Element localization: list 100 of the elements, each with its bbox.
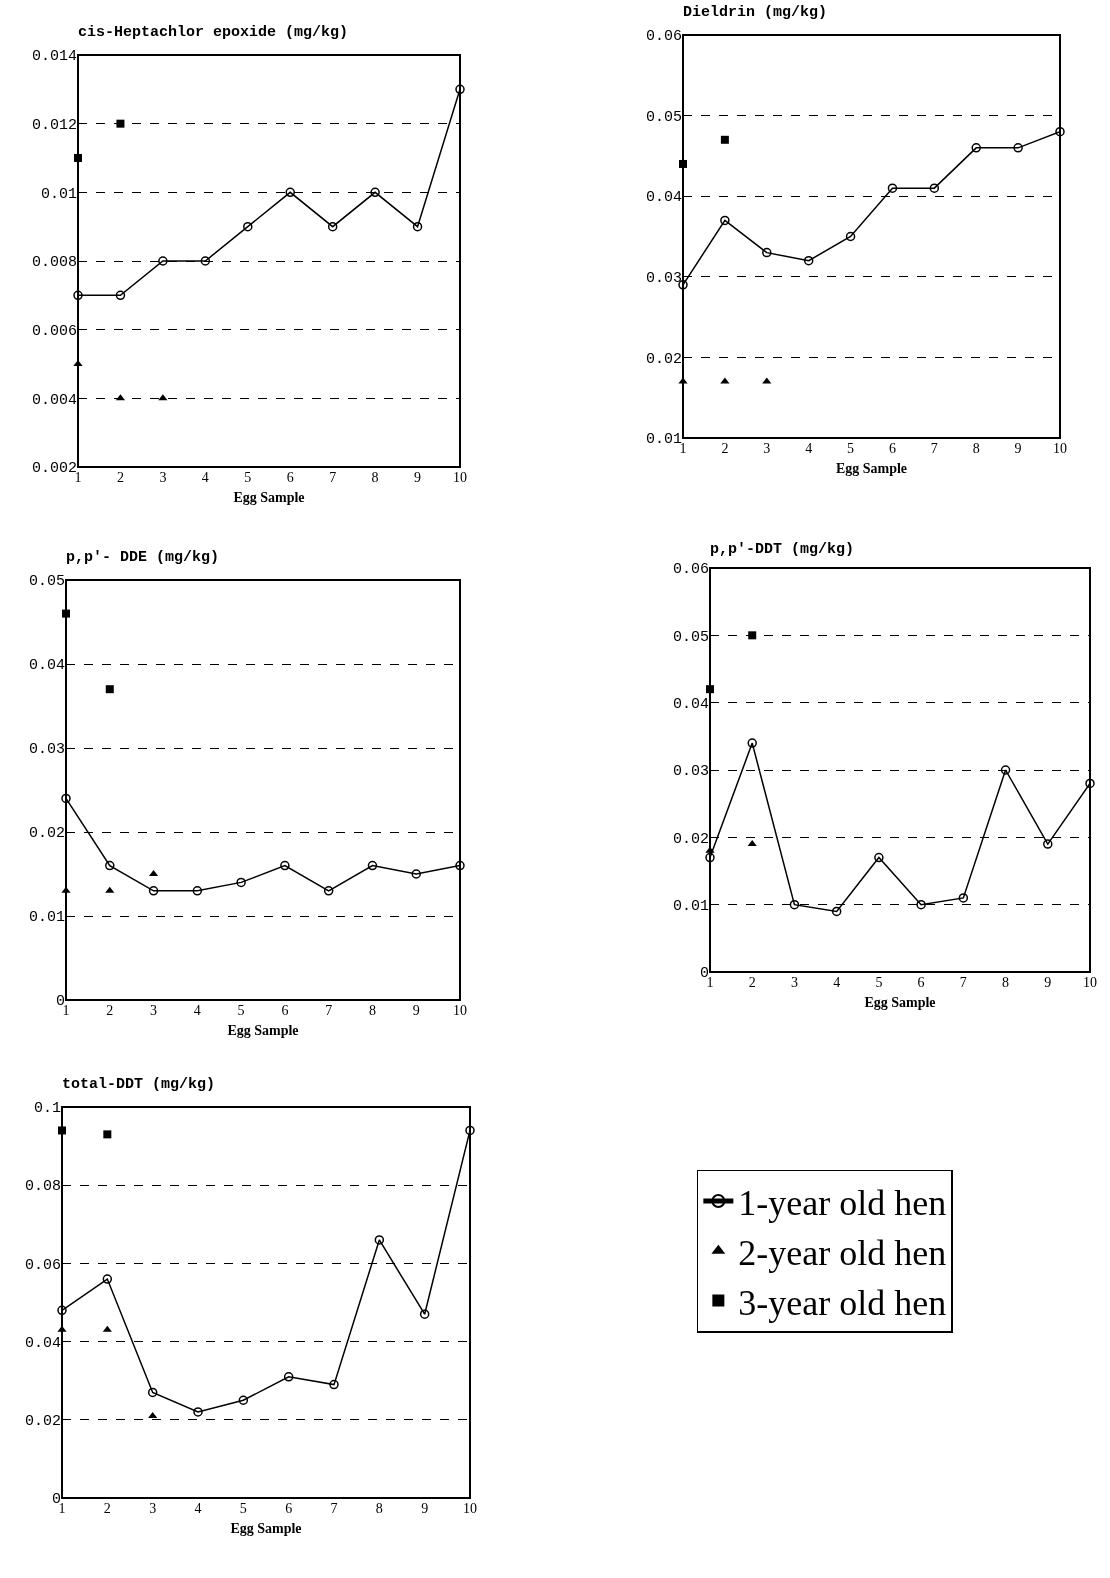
point [1055,126,1065,137]
point [831,906,842,917]
point [148,886,159,896]
point [105,860,115,871]
point [762,247,772,258]
point [412,221,423,232]
x-tick-label: 6 [888,441,896,456]
point [327,221,338,232]
x-tick-label: 9 [414,470,422,485]
x-axis-title: Egg Sample [835,461,908,477]
point [102,1325,112,1332]
x-tick-label: 6 [286,470,294,485]
x-tick-label: 8 [375,1501,383,1516]
x-tick-label: 6 [917,975,925,990]
point [705,852,715,863]
point [803,255,814,266]
y-tick-label: 0.02 [24,1413,61,1431]
point [1013,143,1023,153]
x-axis-title: Egg Sample [233,490,305,506]
x-tick-label: 7 [329,470,337,485]
point [148,1411,158,1418]
point [971,143,981,153]
point [678,280,688,290]
point [192,886,203,896]
point [238,1395,249,1405]
x-tick-label: 10 [453,1003,467,1018]
point [1000,765,1011,775]
point [105,685,114,694]
point [200,256,211,266]
point [916,899,926,910]
y-tick-label: 0.03 [28,741,65,759]
x-tick-label: 5 [239,1501,247,1516]
x-tick-label: 3 [159,470,167,485]
x-tick-label: 3 [150,1003,158,1018]
point [236,877,246,888]
y-tick-label: 0.1 [33,1100,61,1118]
point [747,738,757,748]
y-tick-label: 0.01 [672,897,709,915]
x-tick-label: 9 [1044,975,1052,990]
x-tick-label: 2 [116,470,124,485]
x-tick-label: 5 [875,975,883,990]
y-tick-label: 0.006 [31,322,77,340]
point [103,1130,112,1139]
point [158,256,168,266]
point [105,886,115,893]
y-tick-label: 0.02 [645,350,682,368]
x-tick-label: 7 [930,441,938,456]
y-tick-label: 0.03 [645,270,682,288]
y-tick-label: 0 [51,1491,61,1509]
x-tick-label: 10 [453,470,467,485]
y-tick-label: 0.06 [24,1256,61,1274]
x-axis-title: Egg Sample [227,1023,299,1039]
point [887,183,898,193]
x-tick-label: 8 [368,1003,376,1018]
y-tick-label: 0.01 [645,431,682,449]
y-tick-label: 0.004 [31,391,77,409]
x-tick-label: 10 [1053,441,1067,456]
y-tick-label: 0.02 [672,830,709,848]
legend-label: 1-year old hen [738,1183,947,1223]
point [789,899,800,910]
x-tick-label: 4 [193,1003,201,1018]
point [720,377,730,384]
y-tick-label: 0.03 [672,763,709,781]
y-tick-label: 0.06 [672,561,709,579]
point [748,631,757,640]
x-tick-label: 1 [74,470,82,485]
y-tick-label: 0.05 [672,628,709,646]
point [147,1387,158,1398]
chart-title: p,p'-DDT (mg/kg) [710,540,855,558]
y-tick-label: 0.008 [31,254,77,272]
point [720,215,730,226]
x-tick-label: 7 [325,1003,333,1018]
x-tick-label: 2 [103,1501,111,1516]
point [283,1372,294,1382]
x-tick-label: 3 [790,975,798,990]
x-tick-label: 9 [412,1003,420,1018]
y-tick-label: 0.012 [31,116,77,134]
y-tick-label: 0.01 [28,909,65,927]
y-tick-label: 0.002 [31,460,77,478]
point [329,1379,339,1390]
x-tick-label: 10 [1083,975,1097,990]
point [57,1305,67,1316]
x-tick-label: 10 [463,1501,477,1516]
point [115,290,126,301]
x-tick-label: 8 [972,441,980,456]
point [929,183,940,193]
y-tick-label: 0.04 [645,189,682,207]
point [370,187,380,198]
point [845,231,856,242]
x-tick-label: 7 [330,1501,338,1516]
x-tick-label: 5 [847,441,855,456]
point [243,221,253,232]
x-tick-label: 4 [833,975,841,990]
x-tick-label: 2 [748,975,756,990]
y-tick-label: 0 [699,965,709,983]
x-tick-label: 5 [244,470,252,485]
point [958,893,969,903]
point [323,886,334,896]
x-axis-title: Egg Sample [864,995,936,1011]
x-tick-label: 4 [194,1501,202,1516]
